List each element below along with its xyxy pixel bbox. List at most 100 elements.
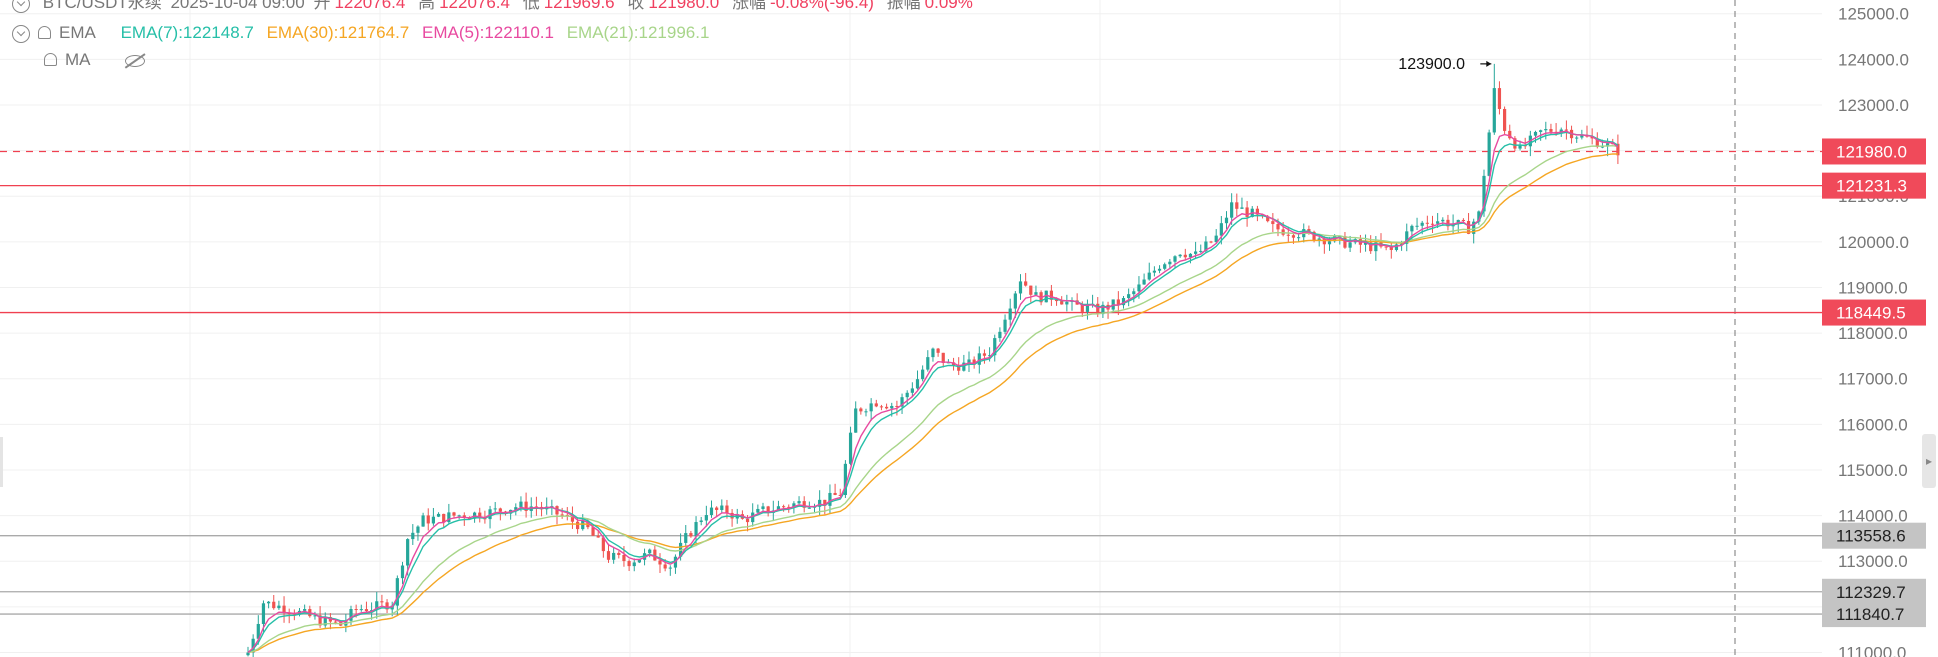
candle-body — [797, 501, 801, 504]
chevron-right-icon[interactable]: ▸ — [1922, 434, 1936, 488]
candle-body — [1224, 217, 1229, 224]
candle-body — [1297, 237, 1301, 239]
candle-body — [704, 515, 708, 521]
price-axis[interactable]: 125000.0124000.0123000.0122000.0121000.0… — [1838, 5, 1909, 657]
candle-body — [333, 621, 338, 623]
candle-body — [1199, 250, 1203, 252]
candle-body — [792, 503, 796, 508]
candle-body — [431, 516, 435, 524]
y-tick-label: 111000.0 — [1838, 643, 1906, 657]
candle-body — [1477, 211, 1481, 222]
candle-body — [941, 352, 945, 364]
candle-body — [859, 408, 863, 412]
candle-body — [627, 561, 631, 567]
high-value: 122076.4 — [439, 0, 510, 12]
candle-body — [323, 617, 327, 626]
candle-body — [993, 338, 997, 356]
y-tick-label: 113000.0 — [1838, 552, 1908, 571]
candle-body — [699, 520, 703, 523]
candle-body — [442, 513, 446, 523]
price-level-tag — [1822, 578, 1926, 605]
candle-body — [380, 601, 384, 603]
candle-body — [1003, 319, 1007, 332]
candle-body — [910, 388, 914, 393]
candle-body — [1317, 238, 1321, 241]
candle-body — [802, 501, 806, 508]
candle-body — [576, 521, 580, 530]
candle-body — [1235, 202, 1239, 209]
candle-body — [596, 535, 600, 538]
bell-icon[interactable] — [44, 53, 57, 67]
candle-body — [1054, 299, 1059, 302]
candle-body — [1487, 132, 1491, 176]
price-level-labels: 121980.0 121231.3 118449.5 113558.6 112329.7… — [1822, 138, 1926, 628]
candle-body — [1441, 219, 1445, 222]
candle-body — [1322, 238, 1326, 245]
ema-title: EMA — [59, 23, 96, 42]
chevron-down-icon[interactable] — [12, 24, 30, 43]
candle-body — [998, 331, 1002, 339]
candle-body — [1116, 299, 1120, 306]
candle-body — [416, 526, 420, 533]
ma-title: MA — [65, 50, 91, 69]
candle-body — [756, 508, 760, 513]
candle-body — [1420, 222, 1424, 226]
candle-body — [1539, 130, 1543, 132]
candle-body — [926, 357, 930, 370]
candle-body — [606, 551, 611, 560]
grid — [0, 0, 1822, 657]
candle-body — [1374, 242, 1378, 252]
y-tick-label: 123000.0 — [1838, 96, 1909, 115]
candle-body — [519, 501, 523, 508]
candle-body — [1147, 272, 1151, 280]
candle-body — [957, 365, 961, 371]
candle-body — [1369, 242, 1373, 252]
candle-body — [843, 463, 847, 496]
eye-off-icon[interactable] — [124, 54, 145, 67]
ema5-value: EMA(5):122110.1 — [422, 23, 554, 42]
candle-body — [1034, 292, 1038, 295]
candle-body — [349, 609, 353, 621]
ema-lines — [247, 130, 1619, 654]
candle-body — [730, 512, 734, 519]
candle-body — [436, 513, 441, 517]
candle-body — [632, 562, 636, 567]
chevron-down-icon[interactable] — [12, 0, 30, 13]
candle-body — [1446, 219, 1450, 227]
candle-body — [1312, 231, 1316, 241]
candle-body — [359, 609, 363, 611]
candle-body — [261, 603, 266, 624]
left-panel-handle[interactable] — [0, 437, 3, 487]
candle-body — [720, 505, 724, 510]
bell-icon[interactable] — [38, 26, 51, 40]
candle-body — [1466, 220, 1471, 234]
change-label: 涨幅 — [732, 0, 766, 12]
candle-body — [637, 559, 641, 563]
candle-body — [1580, 135, 1584, 138]
candle-body — [1400, 243, 1404, 245]
candle-body — [684, 533, 688, 543]
candle-body — [406, 539, 410, 566]
price-level-tag — [1822, 138, 1926, 165]
candle-body — [1492, 88, 1496, 133]
candle-body — [1178, 254, 1182, 257]
candle-body — [385, 602, 389, 610]
candle-body — [1157, 268, 1162, 271]
high-annotation: 123900.0 — [1398, 56, 1492, 73]
candle-body — [1013, 293, 1017, 309]
candle-body — [1142, 279, 1146, 285]
candle-body — [874, 403, 878, 407]
candle-body — [1436, 221, 1440, 224]
candle-body — [658, 560, 662, 565]
candle-body — [1497, 88, 1502, 109]
candle-body — [1307, 229, 1311, 232]
open-value: 122076.4 — [334, 0, 406, 12]
candle-body — [1065, 301, 1069, 305]
ema7-line — [247, 131, 1619, 654]
candle-body — [1590, 136, 1594, 139]
candle-body — [1204, 241, 1208, 251]
candle-body — [962, 362, 966, 371]
candle-body — [1508, 130, 1512, 139]
ema-legend: EMA EMA(7):122148.7 EMA(30):121764.7 EMA… — [12, 22, 717, 44]
